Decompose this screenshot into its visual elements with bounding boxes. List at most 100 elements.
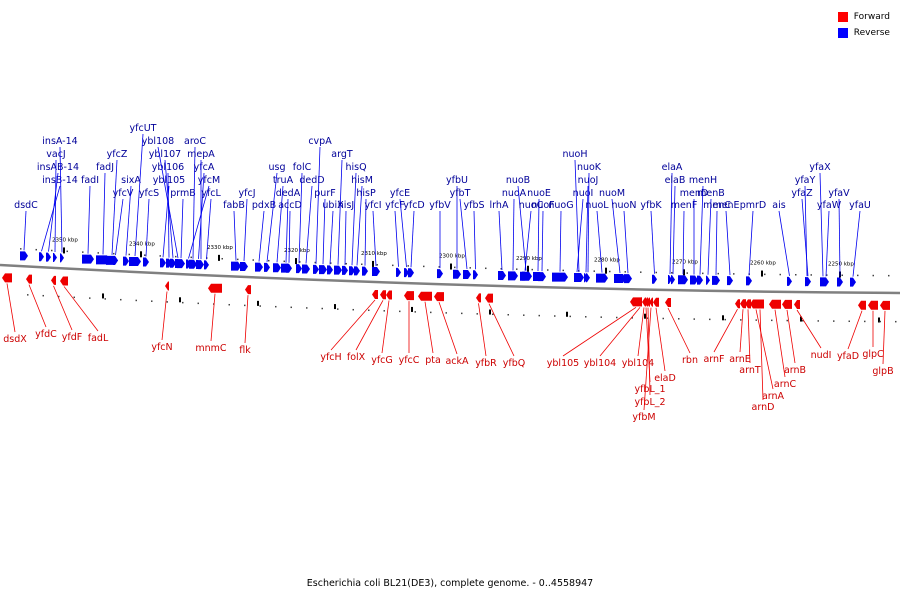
forward-gene-arrow — [756, 299, 764, 309]
forward-gene-leader — [562, 307, 637, 357]
forward-gene-label: arnC — [774, 379, 797, 390]
reverse-gene-label: insA-14 — [42, 136, 77, 147]
ruler-tick-lower — [800, 316, 802, 322]
reverse-gene-label: aroC — [184, 136, 206, 147]
ruler-dot — [330, 262, 332, 264]
ruler-dot — [42, 294, 44, 297]
backbone-line — [0, 263, 900, 295]
reverse-gene-arrow — [143, 257, 149, 267]
forward-gene-arrow — [642, 297, 646, 307]
ruler-dot — [20, 248, 22, 250]
ruler-tick-upper — [450, 263, 452, 270]
reverse-gene-arrow — [372, 267, 380, 277]
forward-gene-label: glpC — [862, 349, 884, 360]
forward-gene-arrow — [649, 297, 653, 307]
ruler-label: 2250 kbp — [828, 262, 854, 268]
forward-gene-arrow — [782, 299, 792, 309]
ruler-dot — [144, 254, 146, 256]
reverse-gene-leader — [344, 210, 347, 265]
reverse-gene-arrow — [805, 277, 809, 287]
reverse-gene-leader — [298, 172, 303, 264]
ruler-tick-lower — [489, 309, 491, 315]
forward-gene-leader — [478, 303, 487, 357]
ruler-tick-lower — [179, 297, 181, 303]
ruler-label: 2300 kbp — [439, 254, 465, 260]
ruler-label: 2320 kbp — [284, 248, 310, 254]
reverse-gene-arrow — [160, 258, 166, 268]
forward-gene-label: yfbM — [632, 412, 655, 423]
reverse-gene-label: mepA — [187, 149, 215, 160]
reverse-gene-arrow — [624, 274, 632, 284]
reverse-gene-leader — [285, 198, 289, 263]
ruler-tick-upper — [295, 258, 297, 265]
reverse-gene-leader — [650, 210, 655, 274]
forward-gene-leader — [667, 307, 691, 354]
ruler-dot — [73, 296, 75, 299]
forward-gene-arrow — [208, 283, 222, 293]
forward-gene-arrow — [51, 275, 56, 285]
ruler-tick-lower — [566, 311, 568, 317]
ruler-dot — [848, 320, 850, 323]
reverse-gene-label: yfaU — [849, 200, 871, 211]
ruler-dot — [423, 265, 425, 268]
reverse-gene-arrow — [319, 265, 327, 275]
ruler-dot — [593, 270, 595, 272]
reverse-gene-label: yfcE — [390, 188, 410, 199]
ruler-dot — [879, 320, 881, 323]
reverse-gene-label: nuoL — [585, 200, 609, 211]
reverse-gene-label: yfcV — [113, 188, 134, 199]
forward-gene-label: arnE — [729, 354, 751, 365]
reverse-gene-label: yfbV — [429, 200, 451, 211]
genome-backbone — [0, 263, 900, 295]
reverse-gene-leader — [825, 210, 830, 277]
reverse-gene-arrow — [342, 265, 348, 275]
forward-gene-label: ybl104 — [622, 358, 654, 369]
reverse-gene-label: hisM — [351, 175, 373, 186]
reverse-gene-leader — [329, 210, 334, 265]
ruler-tick-lower — [722, 315, 724, 321]
reverse-gene-leader — [596, 210, 603, 273]
forward-gene-arrow — [434, 292, 444, 302]
forward-gene-label: yfbR — [475, 358, 497, 369]
ruler-dot — [445, 312, 447, 314]
forward-gene-label: yfdC — [35, 329, 57, 340]
forward-gene-label: fadL — [88, 333, 109, 344]
reverse-gene-leader — [59, 146, 63, 253]
reverse-gene-label: nuoN — [612, 200, 637, 211]
ruler-dot — [283, 260, 285, 263]
reverse-gene-leader — [351, 172, 357, 266]
ruler-dot — [190, 256, 192, 259]
forward-gene-leader — [655, 307, 666, 372]
ruler-dot — [755, 319, 757, 321]
forward-gene-label: rbn — [682, 355, 698, 366]
reverse-gene-leader — [725, 210, 731, 276]
reverse-gene-arrow — [697, 275, 703, 285]
forward-gene-leader — [759, 309, 764, 401]
reverse-gene-leader — [838, 198, 841, 277]
reverse-gene-arrow — [240, 261, 248, 271]
reverse-gene-leader — [852, 210, 861, 277]
reverse-gene-label: lrhA — [490, 200, 509, 211]
reverse-gene-arrow — [614, 274, 626, 284]
ruler-dot — [686, 272, 688, 274]
ruler-dot — [647, 317, 649, 319]
coordinate-ruler: 2350 kbp 2340 kbp 2330 kbp 2320 kbp 2310 kbp… — [20, 237, 897, 323]
forward-gene-arrow — [868, 300, 878, 310]
ruler-dot — [771, 319, 773, 322]
reverse-gene-arrow — [123, 256, 129, 266]
ruler-dot — [600, 316, 602, 318]
reverse-gene-arrow — [327, 265, 333, 275]
ruler-dot — [97, 252, 99, 254]
reverse-gene-label: yfaX — [809, 162, 831, 173]
ruler-tick-lower — [257, 300, 259, 306]
reverse-gene-leader — [111, 159, 118, 255]
reverse-gene-leader — [669, 172, 673, 275]
ruler-dot — [27, 294, 29, 296]
ruler-tick-upper — [63, 247, 65, 254]
reverse-gene-leader — [372, 210, 377, 267]
forward-gene-arrow — [26, 274, 32, 284]
reverse-gene-label: yfaV — [828, 188, 850, 199]
forward-gene-arrow — [653, 297, 659, 307]
reverse-gene-leader — [410, 210, 415, 268]
reverse-gene-arrow — [334, 265, 342, 275]
